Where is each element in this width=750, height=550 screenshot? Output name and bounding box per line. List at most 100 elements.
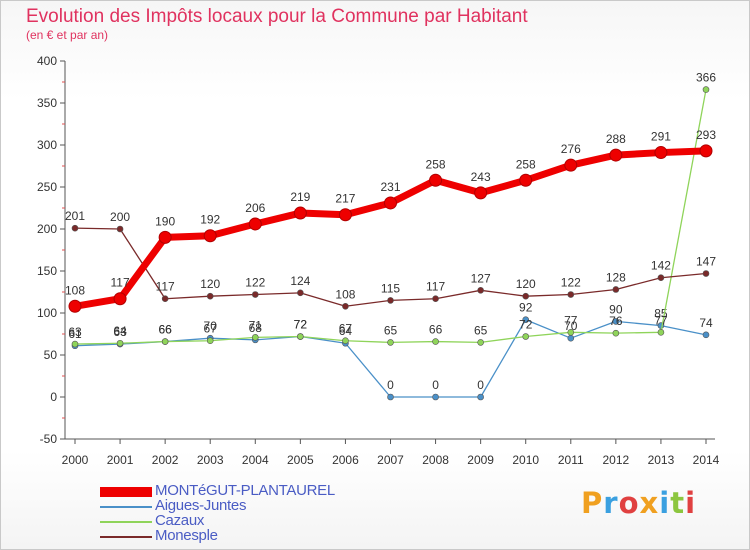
x-tick-label: 2014 [693,453,720,467]
data-point-mont-gut-plantaurel [519,173,533,187]
data-point-cazaux [612,329,620,337]
data-point-mont-gut-plantaurel [338,208,352,222]
data-point-cazaux [432,338,439,345]
x-tick-label: 2005 [287,453,314,467]
data-label-mont-gut-plantaurel: 288 [606,132,626,146]
data-label-cazaux: 64 [113,324,127,338]
data-point-monesple [612,286,620,293]
data-point-cazaux [657,329,665,336]
data-point-monesple [477,287,484,294]
data-label-mont-gut-plantaurel: 190 [155,214,175,228]
data-label-mont-gut-plantaurel: 117 [111,276,130,290]
data-label-cazaux: 72 [294,318,308,332]
data-label-aigues-juntes: 0 [387,378,394,392]
data-label-mont-gut-plantaurel: 192 [200,213,220,227]
data-label-aigues-juntes: 61 [68,327,82,341]
data-point-cazaux [477,339,484,346]
data-label-aigues-juntes: 0 [432,378,439,392]
data-point-monesple [251,291,259,298]
data-label-cazaux: 65 [384,323,398,337]
data-point-monesple [432,295,439,303]
chart-title: Evolution des Impôts locaux pour la Comm… [26,6,528,27]
data-label-monesple: 147 [696,255,716,269]
data-label-monesple: 142 [651,259,671,273]
x-tick-label: 2006 [332,453,359,467]
y-tick-label: 150 [37,264,57,278]
data-point-cazaux [342,337,349,345]
data-label-mont-gut-plantaurel: 258 [426,157,446,171]
legend-label-montegut: MONTéGUT-PLANTAUREL [155,482,335,499]
data-point-mont-gut-plantaurel [293,206,307,220]
legend-item-cazaux: Cazaux [100,512,400,529]
data-point-mont-gut-plantaurel [384,196,397,210]
data-point-cazaux [116,339,124,347]
data-point-aigues-juntes [477,393,484,401]
data-point-monesple [387,297,394,304]
x-tick-label: 2013 [648,453,675,467]
data-label-mont-gut-plantaurel: 243 [471,170,491,184]
data-point-cazaux [251,334,259,341]
data-point-cazaux [522,333,530,340]
data-point-aigues-juntes [612,318,620,325]
x-tick-label: 2003 [197,453,224,467]
data-label-mont-gut-plantaurel: 217 [335,192,355,206]
data-label-mont-gut-plantaurel: 291 [651,130,671,144]
y-tick-label: 0 [50,390,57,404]
legend-item-aigues-juntes: Aigues-Juntes [100,497,400,514]
y-tick-label: 400 [37,54,57,68]
data-label-monesple: 128 [606,270,626,284]
data-point-aigues-juntes [522,316,530,324]
legend-item-monesple: Monesple [100,527,400,544]
data-label-cazaux: 65 [474,323,488,337]
data-point-mont-gut-plantaurel [699,144,713,158]
data-label-mont-gut-plantaurel: 206 [245,201,265,215]
data-label-monesple: 117 [426,280,445,294]
data-point-monesple [567,291,575,298]
data-point-monesple [657,274,665,282]
data-point-aigues-juntes [702,331,710,339]
data-point-aigues-juntes [387,393,394,401]
data-label-aigues-juntes: 70 [204,319,218,333]
data-point-monesple [206,292,214,300]
data-label-cazaux: 71 [249,318,263,332]
data-point-monesple [342,302,349,310]
data-label-aigues-juntes: 64 [339,324,353,338]
data-label-monesple: 122 [245,276,265,290]
data-label-monesple: 200 [110,210,130,224]
x-tick-label: 2010 [512,453,539,467]
data-label-monesple: 120 [200,277,220,291]
y-tick-label: 300 [37,138,57,152]
data-label-monesple: 115 [381,281,400,295]
data-label-aigues-juntes: 72 [294,318,308,332]
data-point-mont-gut-plantaurel [203,229,217,243]
x-tick-label: 2011 [558,453,584,467]
data-label-mont-gut-plantaurel: 231 [380,180,400,194]
data-label-aigues-juntes: 66 [158,323,172,337]
data-label-aigues-juntes: 0 [477,378,484,392]
logo-letter: P [581,486,604,520]
data-label-aigues-juntes: 74 [699,316,713,330]
chart-legend: MONTéGUT-PLANTAUREL Aigues-Juntes Cazaux… [100,482,400,544]
data-point-mont-gut-plantaurel [158,230,172,244]
data-label-mont-gut-plantaurel: 293 [696,128,716,142]
data-label-cazaux: 67 [339,322,353,336]
y-tick-label: 350 [37,96,57,110]
data-point-mont-gut-plantaurel [429,173,443,187]
legend-item-montegut: MONTéGUT-PLANTAUREL [100,482,400,499]
data-point-cazaux [387,339,394,346]
x-tick-label: 2004 [242,453,269,467]
data-point-mont-gut-plantaurel [68,299,82,313]
data-point-mont-gut-plantaurel [654,146,668,160]
data-label-monesple: 127 [471,271,491,285]
data-point-cazaux [71,340,79,348]
data-label-aigues-juntes: 68 [249,321,263,335]
data-label-monesple: 120 [516,277,536,291]
data-label-cazaux: 77 [654,313,668,327]
logo-letter: r [603,486,619,520]
legend-label-cazaux: Cazaux [155,512,205,529]
data-point-mont-gut-plantaurel [474,186,488,200]
data-label-cazaux: 72 [519,318,533,332]
data-point-monesple [71,224,79,232]
data-point-cazaux [297,333,304,340]
data-point-cazaux [161,338,169,345]
